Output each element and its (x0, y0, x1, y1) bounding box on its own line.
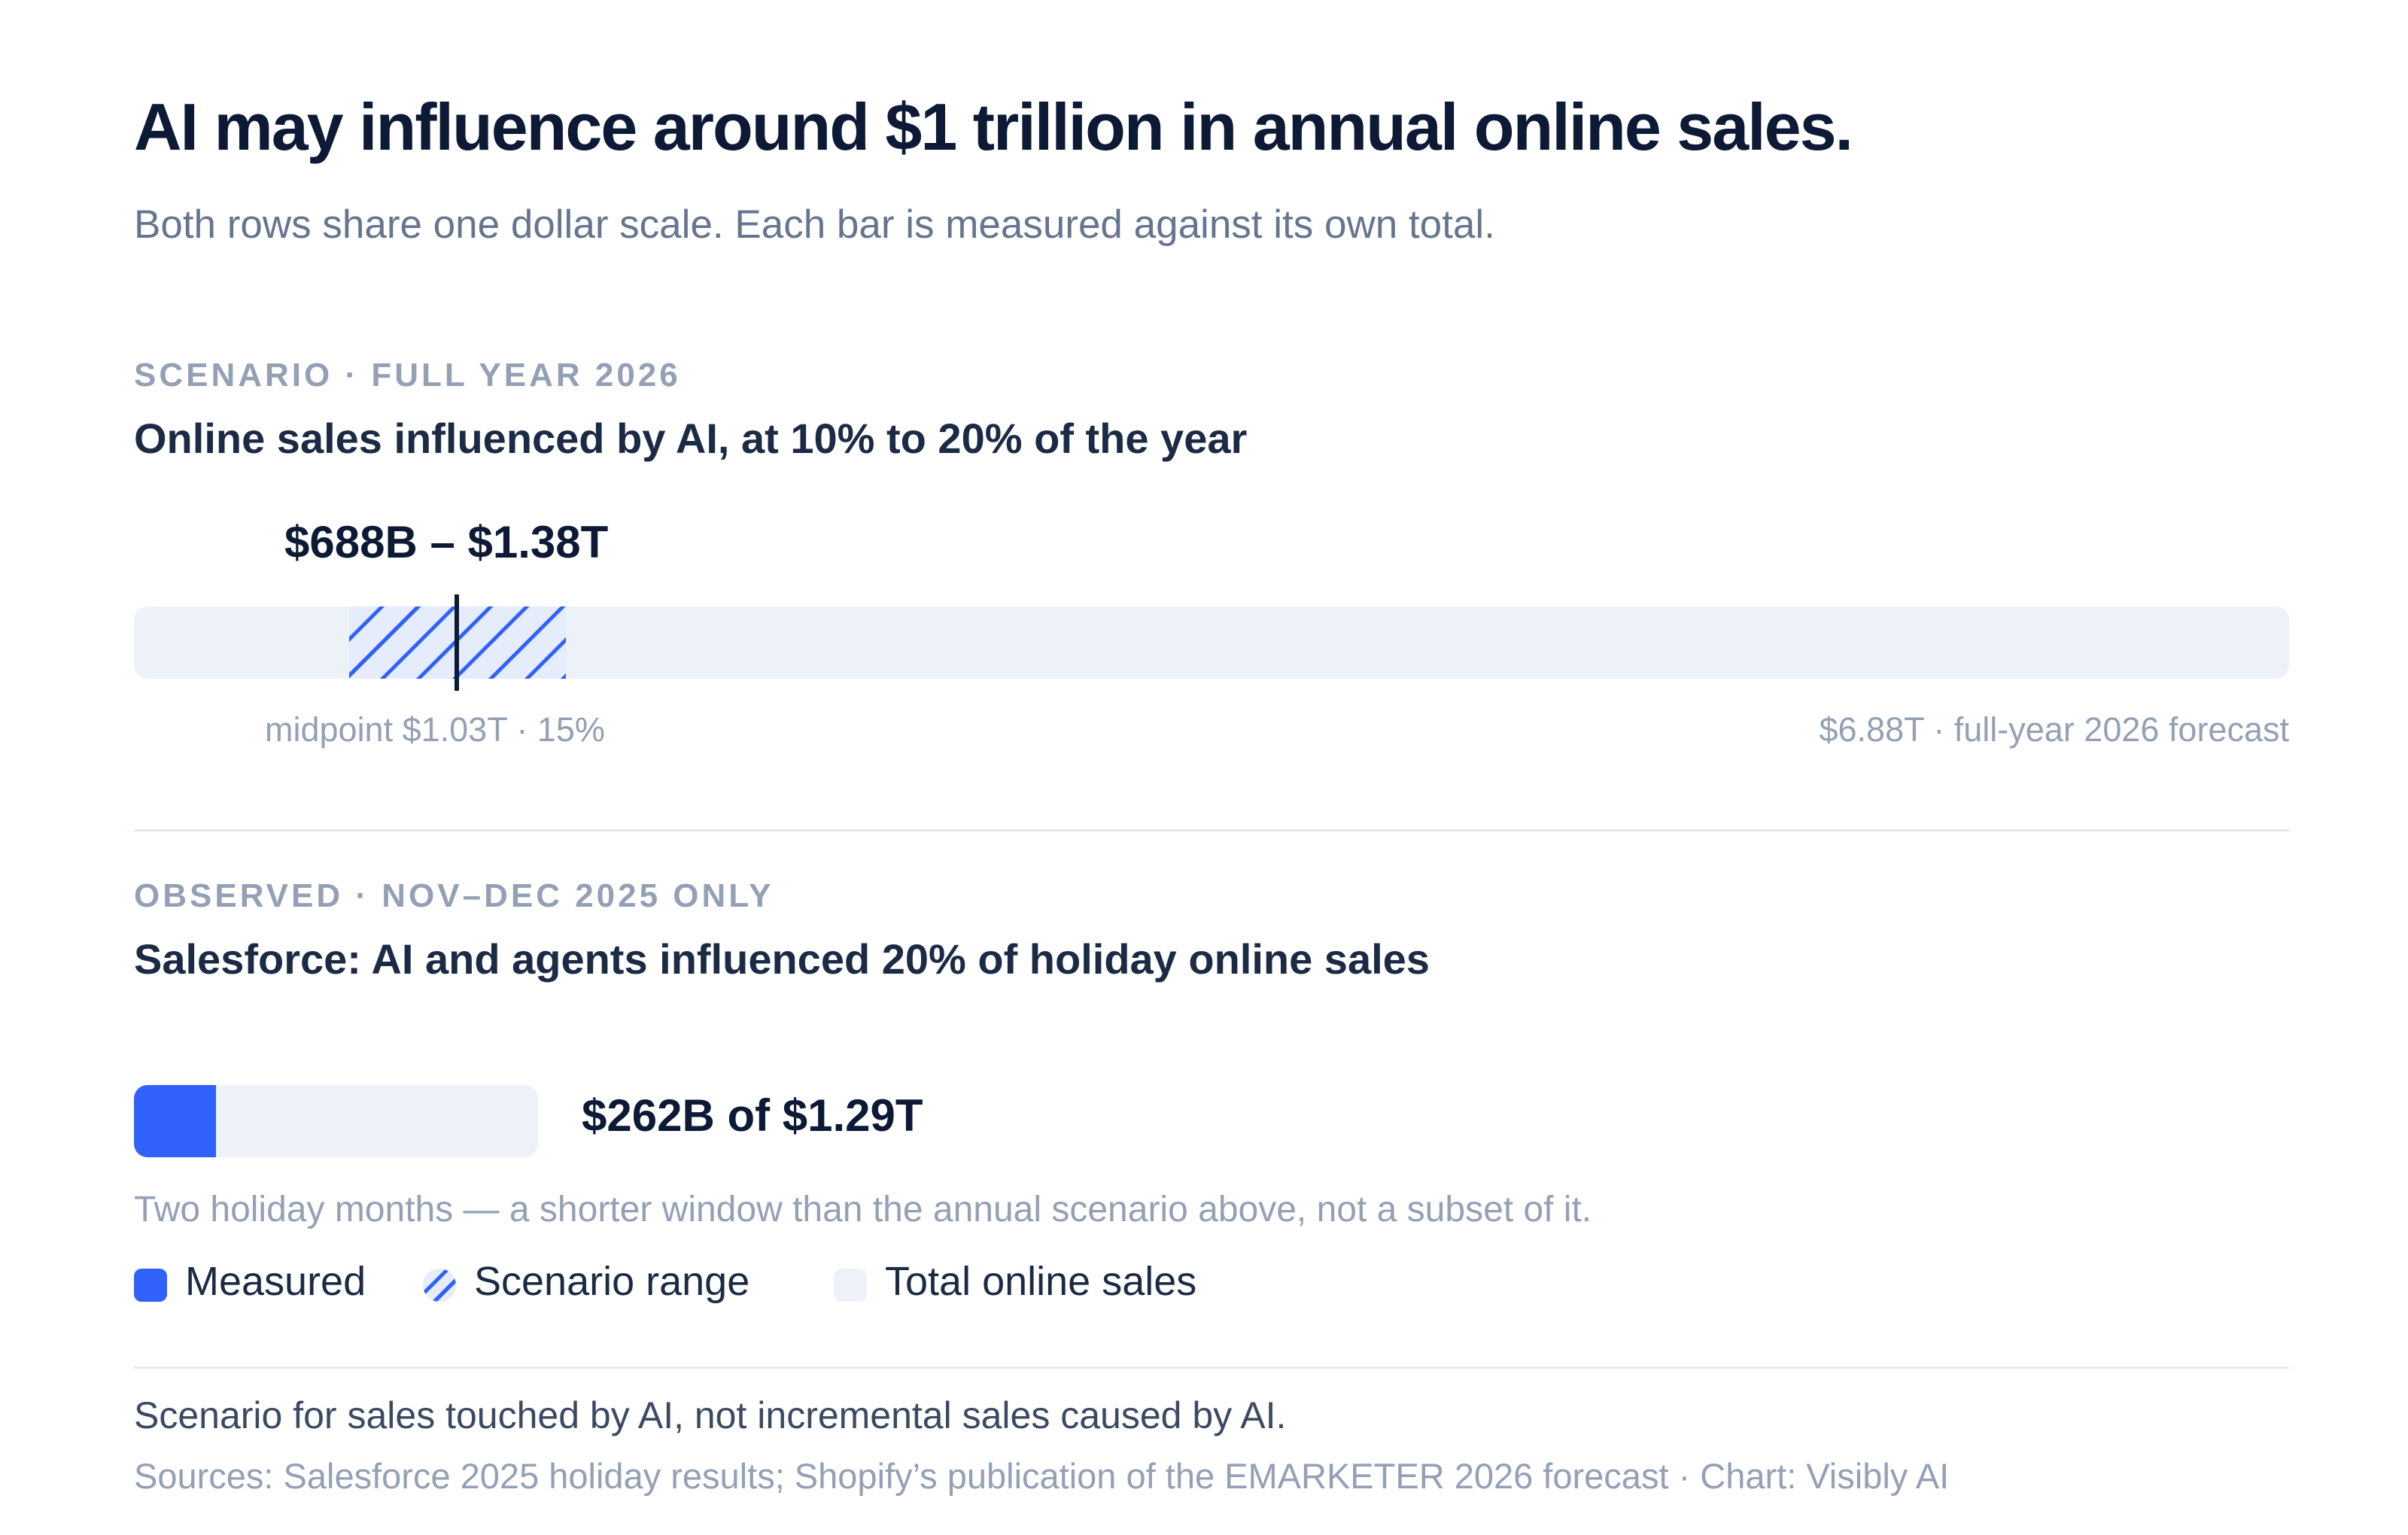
page-subtitle: Both rows share one dollar scale. Each b… (134, 202, 1495, 247)
legend-total-swatch (834, 1269, 867, 1302)
legend-scenario-label: Scenario range (474, 1259, 750, 1304)
footer-sources: Sources: Salesforce 2025 holiday results… (134, 1456, 1950, 1496)
footer-note: Scenario for sales touched by AI, not in… (134, 1394, 1287, 1436)
observed-note: Two holiday months — a shorter window th… (134, 1190, 1592, 1230)
footer-divider (134, 1366, 2289, 1369)
scenario-total-label: $6.88T · full-year 2026 forecast (1819, 710, 2289, 749)
scenario-eyebrow: SCENARIO · FULL YEAR 2026 (134, 357, 681, 394)
scenario-range-label: $688B – $1.38T (284, 517, 609, 567)
section-divider (134, 829, 2289, 831)
scenario-title: Online sales influenced by AI, at 10% to… (134, 415, 1248, 462)
scenario-midpoint-label: midpoint $1.03T · 15% (265, 710, 605, 749)
observed-eyebrow: OBSERVED · NOV–DEC 2025 ONLY (134, 877, 774, 914)
observed-value-label: $262B of $1.29T (582, 1090, 923, 1141)
legend-measured-swatch (134, 1269, 167, 1302)
observed-measured-bar (134, 1085, 217, 1157)
legend-total-label: Total online sales (885, 1259, 1197, 1304)
legend-measured-label: Measured (185, 1259, 366, 1304)
scenario-midpoint-marker (454, 594, 459, 691)
observed-title: Salesforce: AI and agents influenced 20%… (134, 935, 1430, 983)
page-title: AI may influence around $1 trillion in a… (134, 90, 1853, 164)
legend-scenario-swatch (423, 1269, 456, 1302)
